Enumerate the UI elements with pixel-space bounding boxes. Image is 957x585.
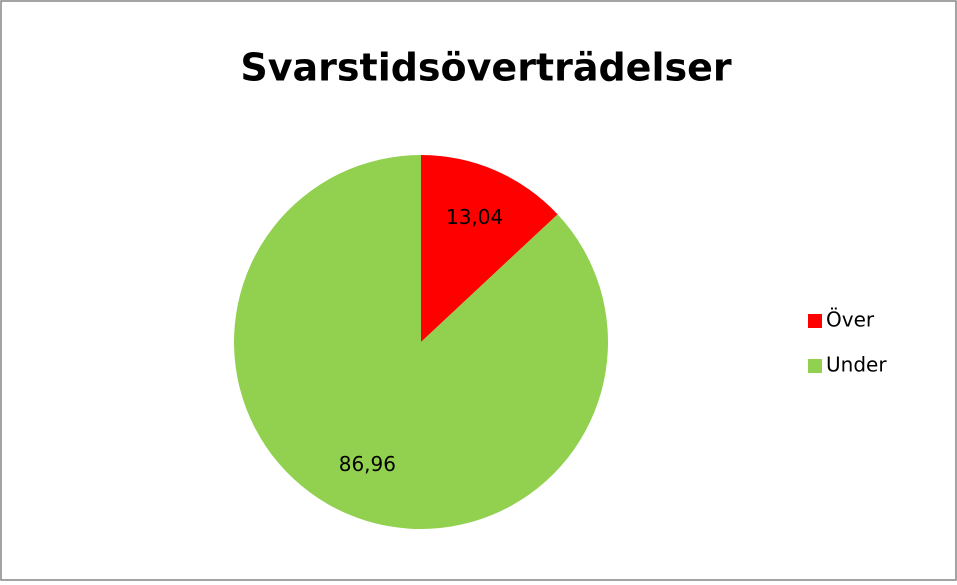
- legend-label: Under: [826, 353, 887, 377]
- chart-title: Svarstidsöverträdelser: [240, 46, 731, 90]
- data-label: 13,04: [446, 205, 503, 229]
- legend-swatch: [808, 359, 822, 373]
- pie-slice: [421, 155, 558, 342]
- legend-swatch: [808, 314, 822, 328]
- pie-slice: [234, 155, 609, 529]
- legend-label: Över: [826, 308, 875, 332]
- data-label: 86,96: [339, 452, 396, 476]
